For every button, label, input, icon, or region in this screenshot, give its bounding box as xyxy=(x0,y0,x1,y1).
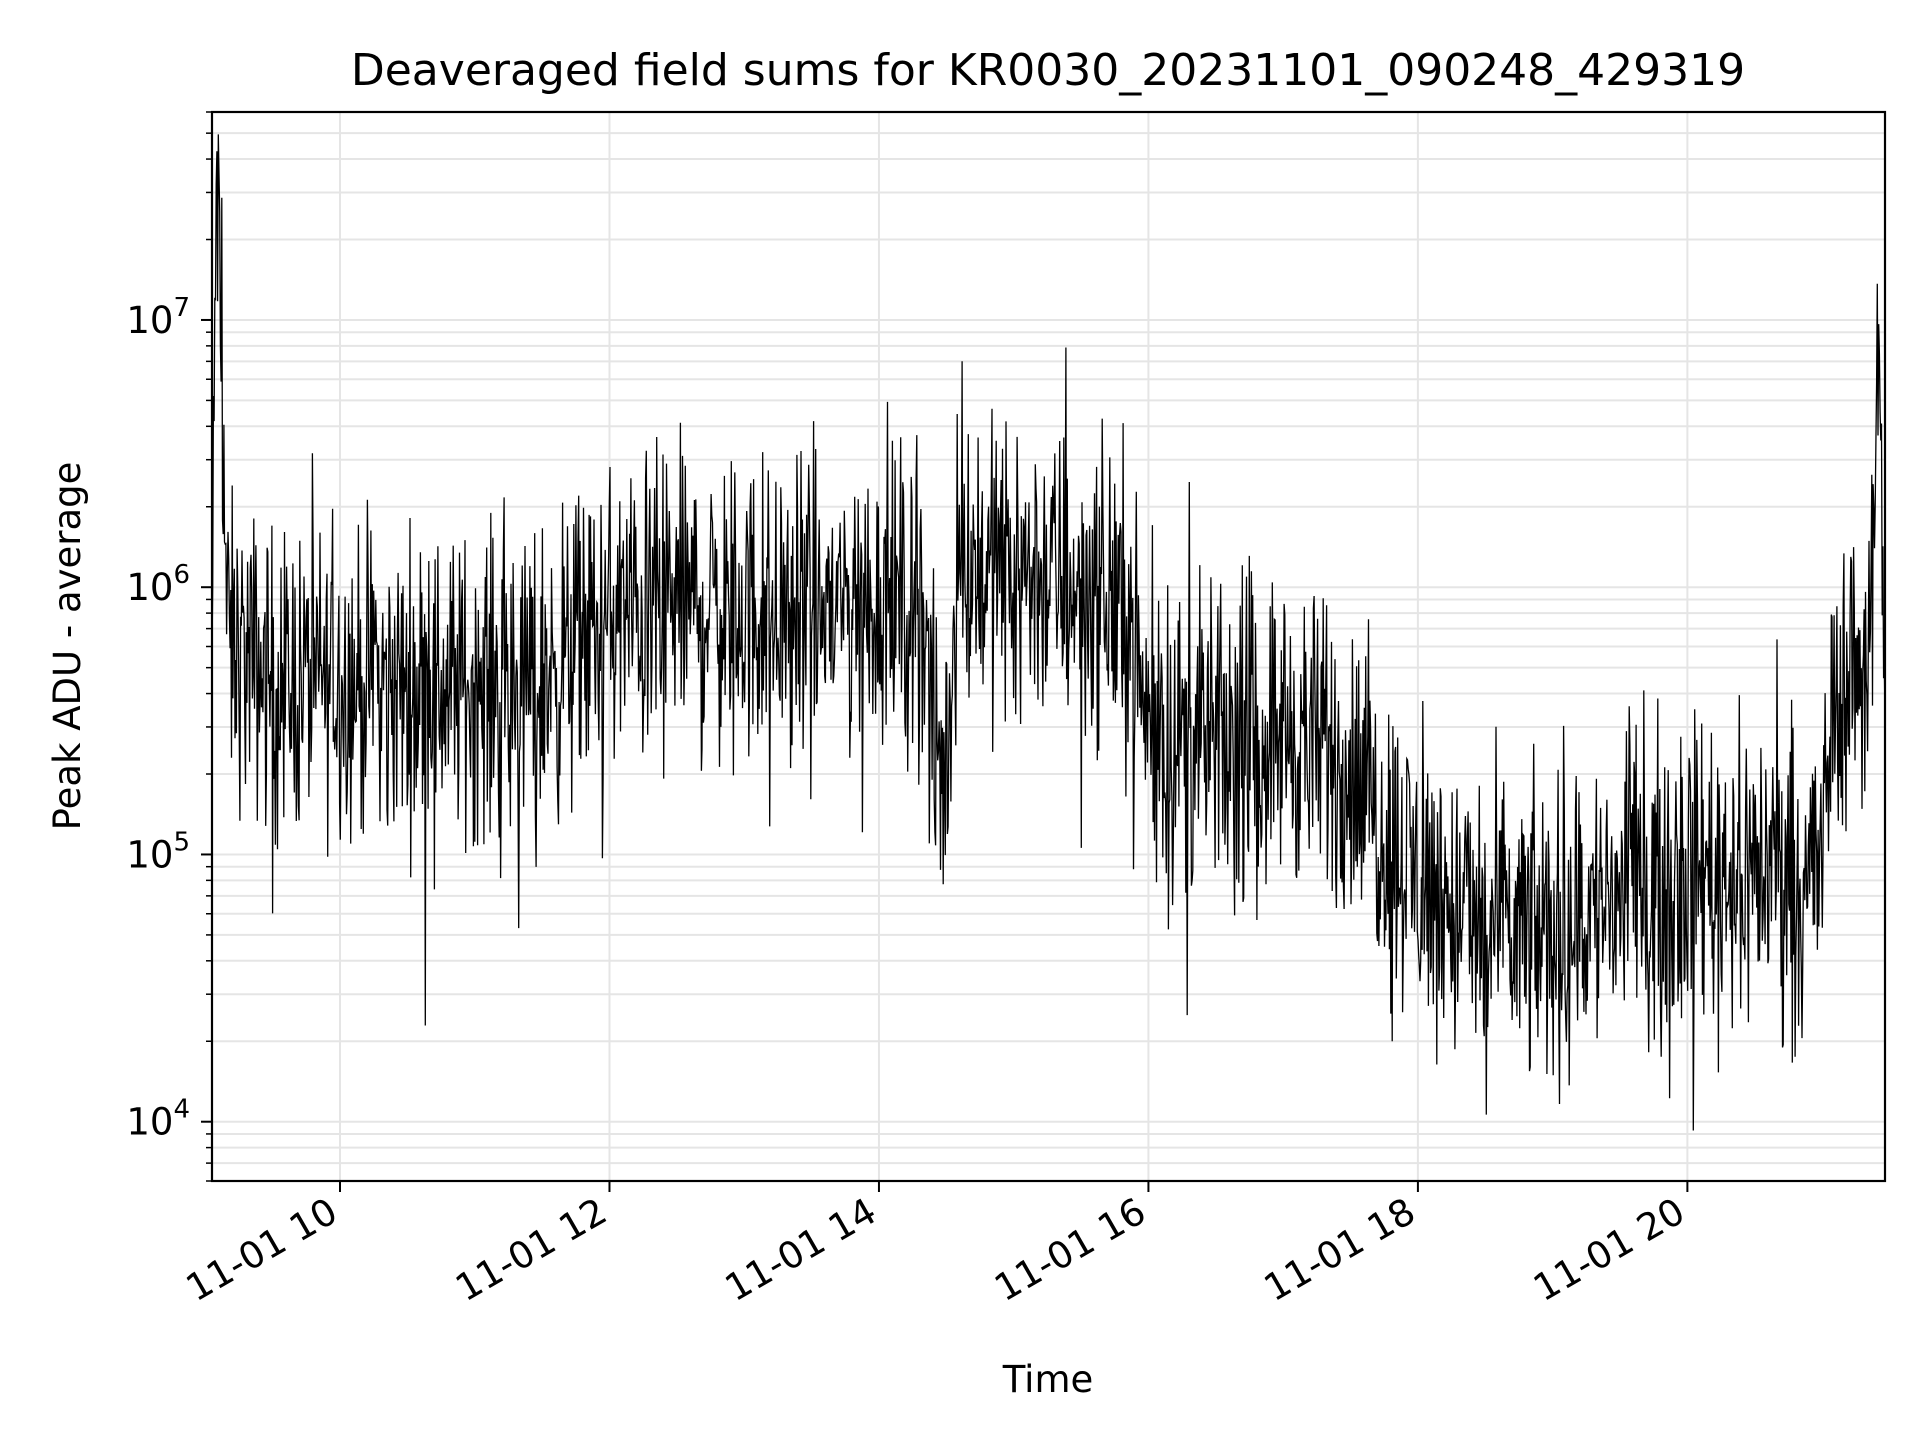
y-tick-label-base: 10 xyxy=(126,566,173,609)
y-tick-label: 104 xyxy=(126,1095,190,1144)
y-tick-label: 105 xyxy=(126,827,190,876)
series-line xyxy=(211,134,1886,1131)
x-axis-label: Time xyxy=(1002,1358,1094,1401)
y-tick-label-base: 10 xyxy=(126,299,173,342)
y-tick-label-exponent: 6 xyxy=(173,560,190,590)
y-tick-label-base: 10 xyxy=(126,833,173,876)
y-tick-label-exponent: 7 xyxy=(173,293,190,323)
y-tick-label-base: 10 xyxy=(126,1101,173,1144)
y-tick-label-exponent: 5 xyxy=(173,827,190,857)
y-tick-label: 107 xyxy=(126,293,190,342)
chart-title: Deaveraged field sums for KR0030_2023110… xyxy=(351,45,1745,96)
series-layer xyxy=(211,134,1886,1131)
y-tick-label-exponent: 4 xyxy=(173,1095,190,1125)
y-tick-label: 106 xyxy=(126,560,190,609)
y-axis-label: Peak ADU - average xyxy=(46,462,89,831)
